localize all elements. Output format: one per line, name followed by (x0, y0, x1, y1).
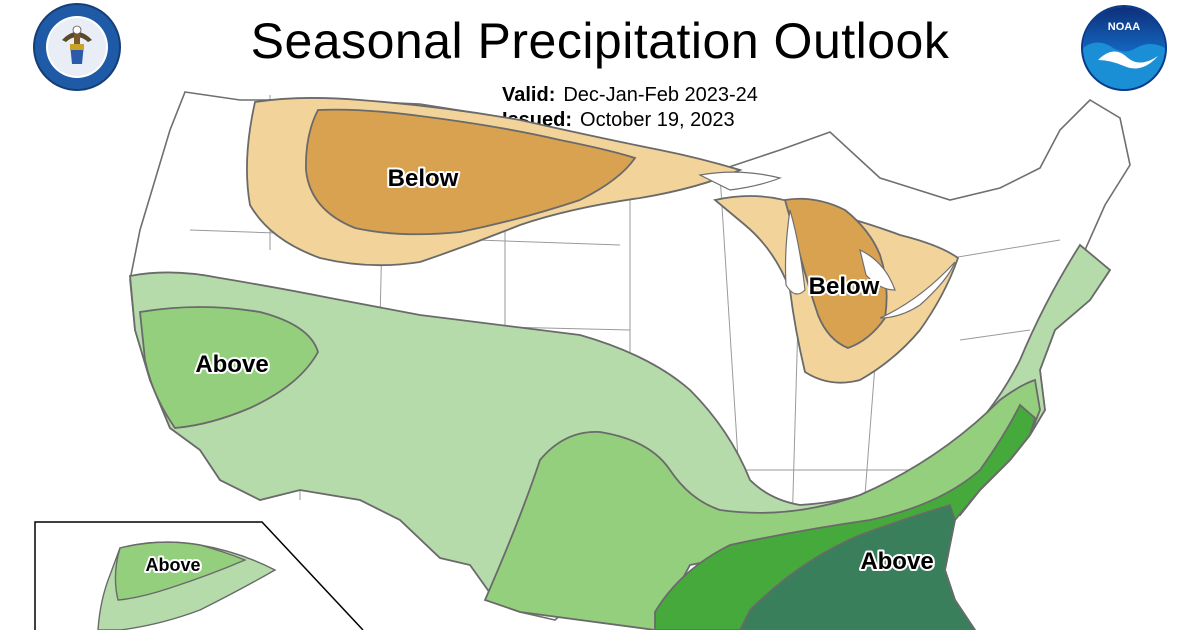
noaa-logo-text: NOAA (1108, 21, 1140, 33)
issued-date: Issued: October 19, 2023 (502, 109, 735, 132)
region-above-medium-west (139, 306, 319, 429)
region-below-medium-north (305, 108, 637, 236)
label-above-southeast: Above (860, 548, 933, 575)
great-lakes (698, 171, 956, 319)
label-below-great-lakes: Below (809, 273, 880, 300)
label-above-west: Above (195, 351, 268, 378)
noaa-logo-icon: NOAA (1081, 5, 1167, 91)
issued-value: October 19, 2023 (580, 109, 735, 131)
valid-period: Valid: Dec-Jan-Feb 2023-24 (502, 84, 758, 107)
label-above-alaska: Above (145, 555, 200, 575)
department-of-commerce-seal-icon (33, 3, 121, 91)
valid-label: Valid: (502, 84, 556, 106)
region-above-darkest (739, 504, 976, 630)
alaska-inset (34, 521, 364, 630)
page-title: Seasonal Precipitation Outlook (250, 13, 950, 69)
valid-value: Dec-Jan-Feb 2023-24 (563, 84, 758, 106)
label-below-north: Below (388, 165, 459, 192)
alaska-above-medium (114, 541, 247, 601)
